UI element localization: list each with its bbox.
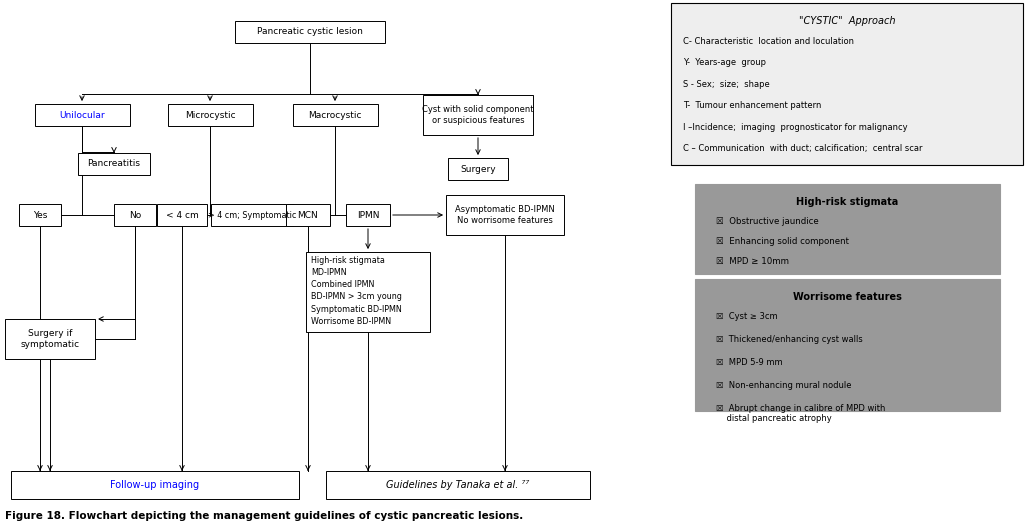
Text: Figure 18. Flowchart depicting the management guidelines of cystic pancreatic le: Figure 18. Flowchart depicting the manag… [5, 511, 523, 521]
Text: Surgery if
symptomatic: Surgery if symptomatic [21, 329, 79, 349]
FancyBboxPatch shape [694, 184, 999, 274]
FancyBboxPatch shape [35, 104, 129, 126]
Text: Microcystic: Microcystic [185, 111, 235, 120]
Text: No: No [128, 210, 141, 220]
FancyBboxPatch shape [306, 252, 430, 332]
FancyBboxPatch shape [78, 153, 150, 175]
FancyBboxPatch shape [671, 3, 1023, 165]
Text: > 4 cm; Symptomatic: > 4 cm; Symptomatic [207, 210, 296, 220]
Text: MCN: MCN [298, 210, 318, 220]
FancyBboxPatch shape [694, 279, 999, 411]
Text: ☒  Obstructive jaundice: ☒ Obstructive jaundice [717, 217, 820, 226]
Text: IPMN: IPMN [356, 210, 379, 220]
FancyBboxPatch shape [286, 204, 330, 226]
Text: ☒  Abrupt change in calibre of MPD with
    distal pancreatic atrophy: ☒ Abrupt change in calibre of MPD with d… [717, 404, 886, 423]
FancyBboxPatch shape [326, 471, 589, 499]
Text: Yes: Yes [33, 210, 47, 220]
Text: T-  Tumour enhancement pattern: T- Tumour enhancement pattern [683, 102, 822, 111]
Text: High-risk stigmata
MD-IPMN
Combined IPMN
BD-IPMN > 3cm young
Symptomatic BD-IPMN: High-risk stigmata MD-IPMN Combined IPMN… [311, 256, 402, 326]
Text: Worrisome features: Worrisome features [793, 292, 902, 302]
Text: ☒  Cyst ≥ 3cm: ☒ Cyst ≥ 3cm [717, 312, 778, 321]
Text: ☒  MPD ≥ 10mm: ☒ MPD ≥ 10mm [717, 257, 790, 266]
Text: C – Communication  with duct; calcification;  central scar: C – Communication with duct; calcificati… [683, 144, 922, 153]
Text: "CYSTIC"  Approach: "CYSTIC" Approach [799, 16, 896, 26]
FancyBboxPatch shape [5, 319, 96, 359]
Text: High-risk stigmata: High-risk stigmata [796, 197, 899, 207]
FancyBboxPatch shape [20, 204, 61, 226]
FancyBboxPatch shape [446, 195, 564, 235]
FancyBboxPatch shape [211, 204, 293, 226]
Text: ☒  Thickened/enhancing cyst walls: ☒ Thickened/enhancing cyst walls [717, 335, 864, 344]
Text: Unilocular: Unilocular [60, 111, 105, 120]
Text: Cyst with solid component
or suspicious features: Cyst with solid component or suspicious … [422, 104, 534, 125]
FancyBboxPatch shape [448, 158, 508, 180]
Text: Pancreatic cystic lesion: Pancreatic cystic lesion [257, 27, 363, 36]
Text: Asymptomatic BD-IPMN
No worrisome features: Asymptomatic BD-IPMN No worrisome featur… [455, 204, 555, 226]
FancyBboxPatch shape [11, 471, 299, 499]
Text: < 4 cm: < 4 cm [165, 210, 198, 220]
Text: Pancreatitis: Pancreatitis [87, 160, 141, 169]
FancyBboxPatch shape [293, 104, 378, 126]
FancyBboxPatch shape [167, 104, 253, 126]
FancyBboxPatch shape [346, 204, 390, 226]
Text: Y-  Years-age  group: Y- Years-age group [683, 58, 766, 67]
Text: Macrocystic: Macrocystic [308, 111, 362, 120]
FancyBboxPatch shape [235, 21, 385, 43]
FancyBboxPatch shape [423, 95, 533, 135]
FancyBboxPatch shape [157, 204, 207, 226]
Text: Surgery: Surgery [460, 164, 496, 173]
Text: ☒  MPD 5-9 mm: ☒ MPD 5-9 mm [717, 358, 784, 367]
Text: S - Sex;  size;  shape: S - Sex; size; shape [683, 80, 770, 89]
Text: I –Incidence;  imaging  prognosticator for malignancy: I –Incidence; imaging prognosticator for… [683, 123, 908, 132]
Text: C- Characteristic  location and loculation: C- Characteristic location and loculatio… [683, 37, 854, 46]
Text: ☒  Enhancing solid component: ☒ Enhancing solid component [717, 237, 849, 246]
Text: ☒  Non-enhancing mural nodule: ☒ Non-enhancing mural nodule [717, 381, 852, 390]
FancyBboxPatch shape [114, 204, 156, 226]
Text: Guidelines by Tanaka et al. ⁷⁷: Guidelines by Tanaka et al. ⁷⁷ [386, 480, 530, 490]
Text: Follow-up imaging: Follow-up imaging [111, 480, 199, 490]
